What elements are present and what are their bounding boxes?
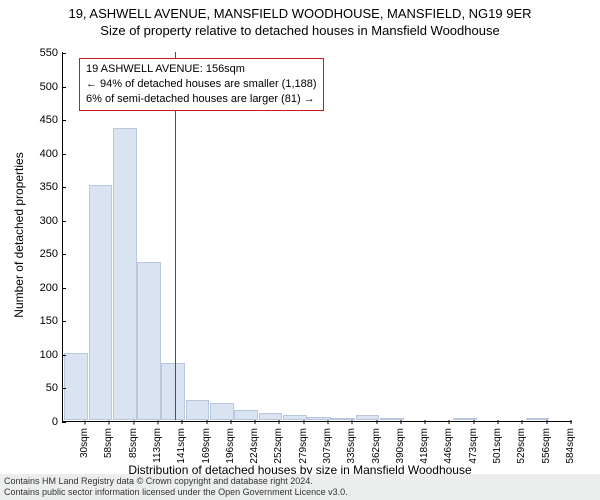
histogram-bar bbox=[210, 403, 234, 420]
chart-container: 19, ASHWELL AVENUE, MANSFIELD WOODHOUSE,… bbox=[0, 0, 600, 500]
y-tick: 150 bbox=[18, 315, 58, 327]
annotation-box: 19 ASHWELL AVENUE: 156sqm ← 94% of detac… bbox=[79, 58, 324, 111]
x-tick: 279sqm bbox=[298, 428, 309, 464]
x-tick: 196sqm bbox=[225, 428, 236, 464]
footer-line1: Contains HM Land Registry data © Crown c… bbox=[4, 476, 596, 487]
histogram-bar bbox=[259, 413, 283, 420]
x-tick: 85sqm bbox=[128, 428, 139, 458]
annotation-line2: ← 94% of detached houses are smaller (1,… bbox=[86, 77, 317, 92]
x-tick: 58sqm bbox=[103, 428, 114, 458]
footer-attribution: Contains HM Land Registry data © Crown c… bbox=[0, 474, 600, 500]
x-tick: 252sqm bbox=[273, 428, 284, 464]
histogram-bar bbox=[113, 128, 137, 420]
histogram-bar bbox=[161, 363, 185, 420]
histogram-bar bbox=[64, 353, 88, 420]
y-tick: 450 bbox=[18, 114, 58, 126]
y-tick: 400 bbox=[18, 148, 58, 160]
x-tick: 446sqm bbox=[443, 428, 454, 464]
annotation-line1: 19 ASHWELL AVENUE: 156sqm bbox=[86, 62, 317, 77]
y-tick: 550 bbox=[18, 47, 58, 59]
histogram-bar bbox=[234, 410, 258, 420]
y-tick: 50 bbox=[18, 382, 58, 394]
chart-title-main: 19, ASHWELL AVENUE, MANSFIELD WOODHOUSE,… bbox=[0, 0, 600, 21]
x-tick: 362sqm bbox=[371, 428, 382, 464]
x-tick: 584sqm bbox=[565, 428, 576, 464]
x-tick: 169sqm bbox=[201, 428, 212, 464]
y-tick: 500 bbox=[18, 81, 58, 93]
x-tick: 307sqm bbox=[322, 428, 333, 464]
x-tick: 30sqm bbox=[79, 428, 90, 458]
y-tick: 250 bbox=[18, 248, 58, 260]
annotation-line3: 6% of semi-detached houses are larger (8… bbox=[86, 92, 317, 107]
chart-area: 19 ASHWELL AVENUE: 156sqm ← 94% of detac… bbox=[62, 52, 572, 422]
x-tick: 335sqm bbox=[346, 428, 357, 464]
histogram-bar bbox=[137, 262, 161, 420]
y-tick: 300 bbox=[18, 215, 58, 227]
x-tick: 529sqm bbox=[516, 428, 527, 464]
x-tick: 556sqm bbox=[541, 428, 552, 464]
y-tick: 200 bbox=[18, 282, 58, 294]
histogram-bar bbox=[89, 185, 113, 420]
x-tick: 501sqm bbox=[492, 428, 503, 464]
x-tick: 113sqm bbox=[152, 428, 163, 463]
x-tick: 141sqm bbox=[176, 428, 187, 464]
x-tick: 224sqm bbox=[249, 428, 260, 464]
x-tick: 473sqm bbox=[468, 428, 479, 464]
footer-line2: Contains public sector information licen… bbox=[4, 487, 596, 498]
chart-title-sub: Size of property relative to detached ho… bbox=[0, 21, 600, 38]
x-tick: 390sqm bbox=[395, 428, 406, 464]
y-tick: 0 bbox=[18, 416, 58, 428]
y-tick: 350 bbox=[18, 181, 58, 193]
y-tick: 100 bbox=[18, 349, 58, 361]
x-tick: 418sqm bbox=[419, 428, 430, 464]
histogram-bar bbox=[186, 400, 210, 420]
